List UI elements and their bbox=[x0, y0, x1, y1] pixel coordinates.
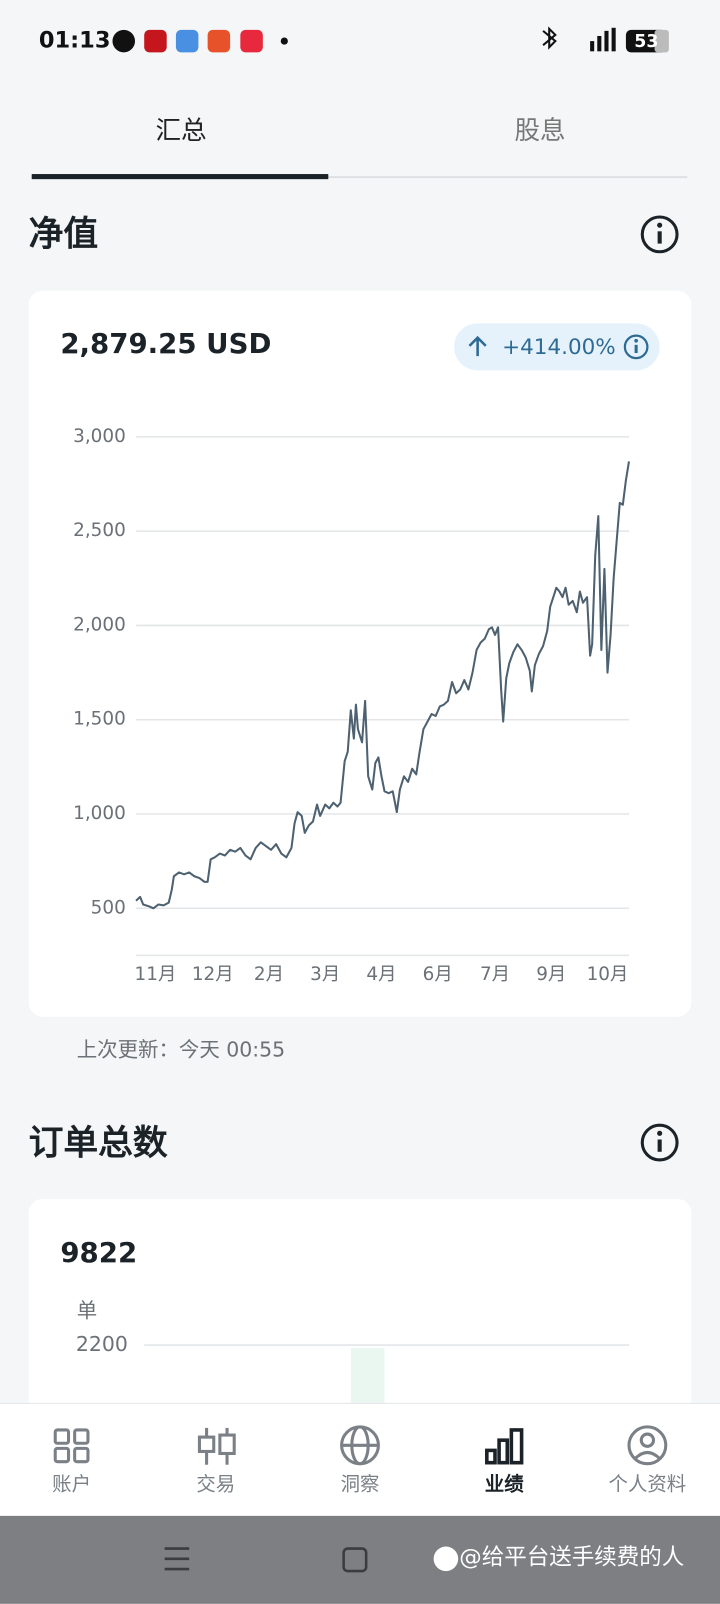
x-tick-label: 9月 bbox=[536, 964, 566, 985]
change-value: +414.00% bbox=[502, 335, 616, 360]
battery-level: 53 bbox=[634, 32, 658, 52]
x-tick-label: 10月 bbox=[587, 964, 629, 985]
y-tick-label: 2,500 bbox=[73, 520, 126, 541]
nav-label[interactable]: 业绩 bbox=[485, 1473, 524, 1496]
y-tick-label: 3,000 bbox=[73, 426, 126, 447]
info-icon[interactable] bbox=[640, 215, 679, 254]
tab[interactable]: 汇总 bbox=[155, 116, 206, 146]
status-time: 01:13 bbox=[39, 28, 111, 54]
orders-total: 9822 bbox=[60, 1236, 137, 1269]
net-value-chart: 500 1,000 1,500 2,000 2,500 3,000 11月 12月 2月 3月 4月… bbox=[73, 426, 630, 985]
section-title: 订单总数 bbox=[29, 1124, 168, 1164]
tab-indicator bbox=[31, 174, 329, 180]
up-arrow bbox=[468, 335, 487, 357]
change-pill[interactable] bbox=[454, 323, 660, 371]
y-tick-label: 1,000 bbox=[73, 803, 126, 824]
status-icons bbox=[112, 26, 669, 53]
x-tick-label: 6月 bbox=[423, 964, 453, 985]
net-value-amount: 2,879.25 USD bbox=[60, 327, 271, 360]
bottom-nav bbox=[0, 1403, 720, 1516]
nav-label[interactable]: 账户 bbox=[52, 1473, 91, 1496]
info-icon[interactable] bbox=[623, 334, 649, 360]
y-tick-label: 500 bbox=[91, 897, 126, 918]
system-nav-bar bbox=[0, 1515, 720, 1604]
data-line bbox=[135, 461, 630, 910]
nav-icon-active bbox=[485, 1428, 524, 1465]
axis-unit: 单 bbox=[77, 1298, 97, 1322]
nav-label[interactable]: 洞察 bbox=[341, 1473, 380, 1496]
system-buttons bbox=[164, 1547, 368, 1573]
x-tick-label: 7月 bbox=[480, 964, 510, 985]
x-tick-label: 3月 bbox=[310, 964, 340, 985]
card bbox=[28, 1198, 692, 1424]
bar-partial bbox=[350, 1348, 385, 1410]
x-tick-label: 2月 bbox=[254, 964, 284, 985]
nav-label[interactable]: 交易 bbox=[196, 1473, 235, 1496]
last-updated: 上次更新：今天 00:55 bbox=[77, 1038, 285, 1062]
watermark-icon bbox=[433, 1546, 459, 1572]
x-tick-label: 4月 bbox=[366, 964, 396, 985]
info-icon[interactable] bbox=[640, 1123, 679, 1162]
y-tick-label: 2,000 bbox=[73, 614, 126, 635]
tab[interactable]: 股息 bbox=[514, 116, 565, 146]
card bbox=[28, 290, 692, 1017]
x-tick-label: 12月 bbox=[192, 964, 234, 985]
y-tick-label: 1,500 bbox=[73, 709, 126, 730]
x-tick-label: 11月 bbox=[135, 964, 177, 985]
nav-label[interactable]: 个人资料 bbox=[609, 1473, 687, 1496]
y-tick-label: 2200 bbox=[76, 1332, 128, 1356]
nav-icon bbox=[53, 1425, 668, 1466]
watermark: @给平台送手续费的人 bbox=[459, 1544, 684, 1570]
tab-track bbox=[31, 176, 688, 179]
section-title: 净值 bbox=[29, 214, 99, 254]
